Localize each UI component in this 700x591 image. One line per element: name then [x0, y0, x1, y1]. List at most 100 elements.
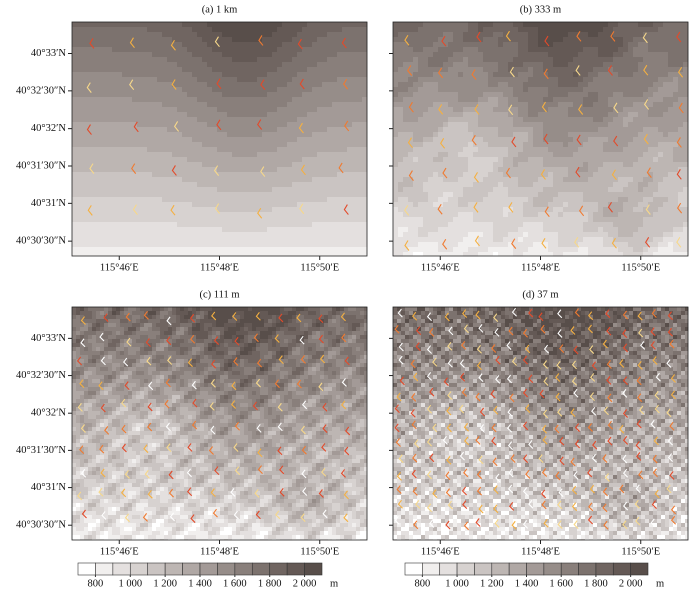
- terrain-cell: [257, 177, 263, 183]
- terrain-cell: [418, 202, 424, 208]
- terrain-cell: [162, 227, 168, 233]
- terrain-cell: [92, 227, 98, 233]
- terrain-cell: [448, 137, 454, 143]
- terrain-cell: [678, 177, 684, 183]
- terrain-cell: [643, 67, 649, 73]
- terrain-cell: [543, 107, 549, 113]
- terrain-cell: [593, 102, 599, 108]
- terrain-cell: [292, 27, 298, 33]
- terrain-cell: [453, 112, 459, 118]
- terrain-cell: [653, 97, 659, 103]
- terrain-cell: [608, 77, 614, 83]
- terrain-cell: [77, 197, 83, 203]
- terrain-cell: [77, 67, 83, 73]
- terrain-cell: [633, 177, 639, 183]
- terrain-cell: [197, 132, 203, 138]
- terrain-cell: [473, 37, 479, 43]
- terrain-cell: [603, 102, 609, 108]
- terrain-cell: [332, 217, 338, 223]
- terrain-cell: [117, 202, 123, 208]
- terrain-cell: [393, 197, 399, 203]
- terrain-cell: [563, 152, 569, 158]
- terrain-cell: [463, 157, 469, 163]
- terrain-cell: [92, 152, 98, 158]
- terrain-cell: [643, 72, 649, 78]
- terrain-cell: [683, 42, 689, 48]
- terrain-cell: [608, 102, 614, 108]
- terrain-cell: [468, 192, 474, 198]
- terrain-cell: [578, 92, 584, 98]
- terrain-cell: [122, 22, 128, 28]
- terrain-cell: [132, 207, 138, 213]
- terrain-cell: [152, 27, 158, 33]
- terrain-cell: [337, 187, 343, 193]
- terrain-cell: [137, 237, 143, 243]
- terrain-cell: [332, 172, 338, 178]
- terrain-cell: [613, 72, 619, 78]
- terrain-cell: [137, 127, 143, 133]
- terrain-cell: [187, 217, 193, 223]
- terrain-cell: [202, 147, 208, 153]
- terrain-cell: [563, 32, 569, 38]
- terrain-cell: [167, 227, 173, 233]
- terrain-cell: [578, 22, 584, 28]
- terrain-cell: [122, 82, 128, 88]
- terrain-cell: [192, 237, 198, 243]
- terrain-cell: [192, 57, 198, 63]
- wind-barb: [299, 78, 305, 90]
- terrain-cell: [418, 122, 424, 128]
- terrain-cell: [488, 137, 494, 143]
- terrain-cell: [362, 187, 368, 193]
- terrain-cell: [127, 237, 133, 243]
- terrain-cell: [663, 162, 669, 168]
- terrain-cell: [247, 167, 253, 173]
- terrain-cell: [428, 47, 434, 53]
- terrain-cell: [498, 112, 504, 118]
- terrain-cell: [352, 102, 358, 108]
- terrain-cell: [292, 152, 298, 158]
- terrain-cell: [633, 67, 639, 73]
- terrain-cell: [312, 77, 318, 83]
- terrain-cell: [398, 42, 404, 48]
- terrain-cell: [548, 97, 554, 103]
- terrain-cell: [618, 177, 624, 183]
- terrain-cell: [613, 147, 619, 153]
- terrain-cell: [317, 87, 323, 93]
- terrain-cell: [528, 202, 534, 208]
- terrain-cell: [678, 152, 684, 158]
- terrain-cell: [448, 72, 454, 78]
- terrain-cell: [583, 187, 589, 193]
- terrain-cell: [563, 37, 569, 43]
- terrain-cell: [648, 92, 654, 98]
- terrain-cell: [393, 177, 399, 183]
- terrain-cell: [573, 112, 579, 118]
- wind-barb: [170, 39, 176, 51]
- terrain-cell: [97, 132, 103, 138]
- terrain-cell: [127, 52, 133, 58]
- terrain-cell: [473, 22, 479, 28]
- terrain-cell: [503, 52, 509, 58]
- terrain-cell: [137, 107, 143, 113]
- terrain-cell: [302, 27, 308, 33]
- terrain-cell: [142, 47, 148, 53]
- terrain-cell: [528, 52, 534, 58]
- terrain-cell: [322, 87, 328, 93]
- terrain-cell: [262, 27, 268, 33]
- terrain-cell: [673, 112, 679, 118]
- terrain-cell: [212, 242, 218, 248]
- terrain-cell: [362, 52, 368, 58]
- terrain-cell: [277, 142, 283, 148]
- terrain-cell: [533, 107, 539, 113]
- terrain-cell: [523, 52, 529, 58]
- terrain-cell: [438, 137, 444, 143]
- terrain-cell: [608, 142, 614, 148]
- terrain-cell: [227, 222, 233, 228]
- terrain-cell: [503, 127, 509, 133]
- terrain-cell: [197, 152, 203, 158]
- terrain-cell: [207, 37, 213, 43]
- terrain-cell: [302, 37, 308, 43]
- terrain-cell: [643, 107, 649, 113]
- terrain-cell: [332, 132, 338, 138]
- terrain-cell: [503, 72, 509, 78]
- terrain-cell: [282, 27, 288, 33]
